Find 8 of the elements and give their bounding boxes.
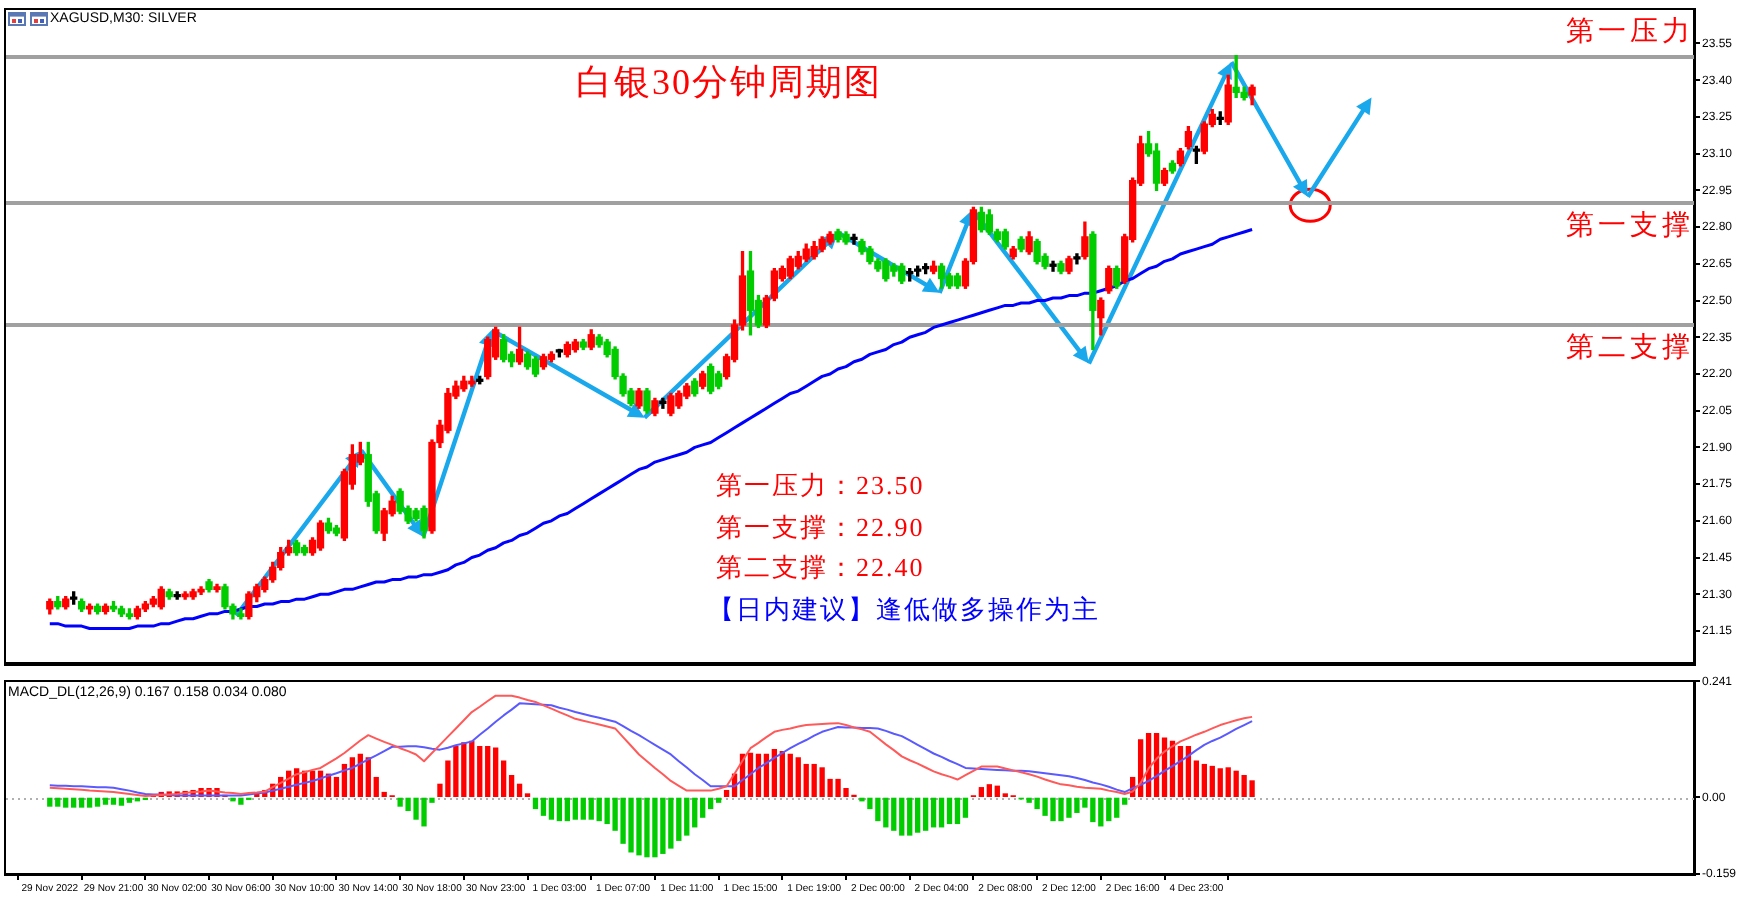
annotation: 第一支撑：22.90 xyxy=(716,511,925,542)
text: 白银30分钟周期图 xyxy=(576,62,882,104)
annotation: 【日内建议】逢低做多操作为主 xyxy=(708,594,1100,625)
ref-line-label: 第一压力 xyxy=(1566,17,1694,49)
annotation: 第一压力：23.50 xyxy=(716,470,925,501)
annotation: 第二支撑：22.40 xyxy=(716,552,925,584)
ref-line-label: 第二支撑 xyxy=(1566,334,1694,366)
ref-line-label: 第一支撑 xyxy=(1566,212,1694,244)
